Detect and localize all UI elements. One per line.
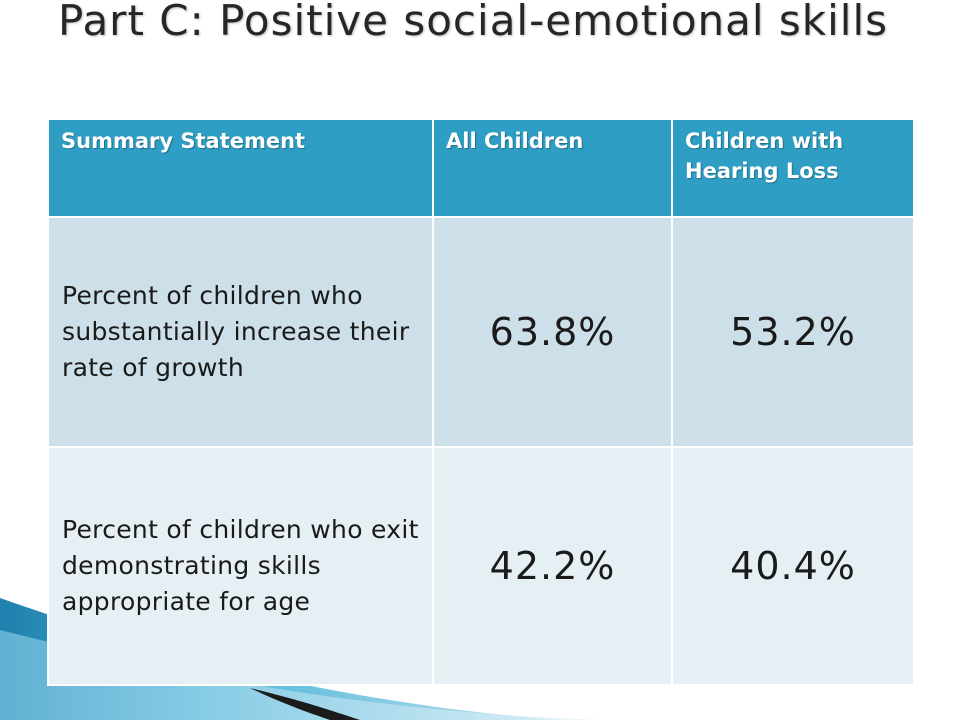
header-children-with-hearing-loss: Children with Hearing Loss — [671, 118, 915, 218]
hearing-loss-value: 40.4% — [671, 446, 915, 686]
table-row: Percent of children who substantially in… — [47, 216, 915, 448]
summary-table: Summary Statement All Children Children … — [47, 118, 915, 686]
all-children-value: 42.2% — [432, 446, 673, 686]
statement-cell: Percent of children who substantially in… — [47, 216, 434, 448]
header-summary-statement: Summary Statement — [47, 118, 434, 218]
table-row: Percent of children who exit demonstrati… — [47, 446, 915, 686]
statement-cell: Percent of children who exit demonstrati… — [47, 446, 434, 686]
slide-title: Part C: Positive social-emotional skills — [58, 0, 889, 45]
decorative-swoosh — [0, 598, 600, 720]
hearing-loss-value: 53.2% — [671, 216, 915, 448]
table-header-row: Summary Statement All Children Children … — [47, 118, 915, 218]
all-children-value: 63.8% — [432, 216, 673, 448]
header-all-children: All Children — [432, 118, 673, 218]
